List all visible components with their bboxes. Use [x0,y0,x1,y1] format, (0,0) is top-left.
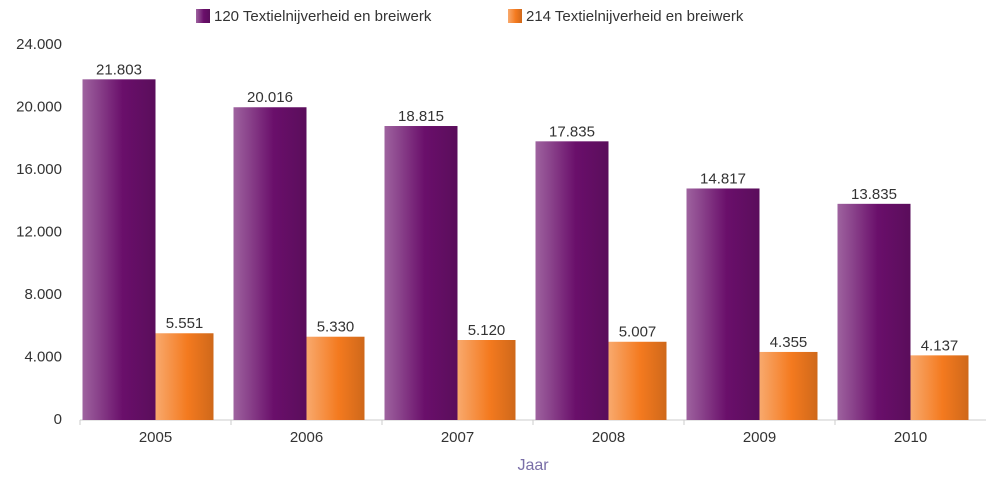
y-tick-label: 8.000 [24,286,62,303]
y-tick-label: 0 [54,411,62,428]
y-tick-label: 16.000 [16,161,62,178]
x-tick-label: 2009 [743,429,776,446]
x-tick-label: 2005 [139,429,172,446]
bar [910,355,969,420]
bar [82,79,156,420]
y-tick-label: 24.000 [16,36,62,53]
x-tick-label: 2007 [441,429,474,446]
legend-label: 214 Textielnijverheid en breiwerk [526,8,744,25]
x-tick-label: 2006 [290,429,323,446]
bar [759,351,818,420]
data-label: 13.835 [851,186,897,203]
bar [608,341,667,420]
data-label: 21.803 [96,61,142,78]
bar [837,203,911,420]
data-label: 18.815 [398,108,444,125]
x-tick-label: 2010 [894,429,927,446]
data-label: 5.007 [619,324,657,341]
data-label: 17.835 [549,123,595,140]
bar [384,126,458,420]
bar [155,333,214,420]
bar [686,188,760,420]
y-tick-label: 4.000 [24,348,62,365]
data-label: 5.120 [468,322,506,339]
x-axis-title: Jaar [517,457,549,474]
legend-swatch [508,9,522,23]
bar [233,107,307,420]
y-tick-label: 20.000 [16,98,62,115]
data-label: 20.016 [247,89,293,106]
legend-swatch [196,9,210,23]
bar [457,340,516,420]
legend-label: 120 Textielnijverheid en breiwerk [214,8,432,25]
y-tick-label: 12.000 [16,223,62,240]
data-label: 4.137 [921,337,959,354]
data-label: 14.817 [700,170,746,187]
data-label: 4.355 [770,334,808,351]
bar [535,141,609,420]
data-label: 5.551 [166,315,204,332]
bar [306,336,365,420]
x-tick-label: 2008 [592,429,625,446]
data-label: 5.330 [317,319,355,336]
